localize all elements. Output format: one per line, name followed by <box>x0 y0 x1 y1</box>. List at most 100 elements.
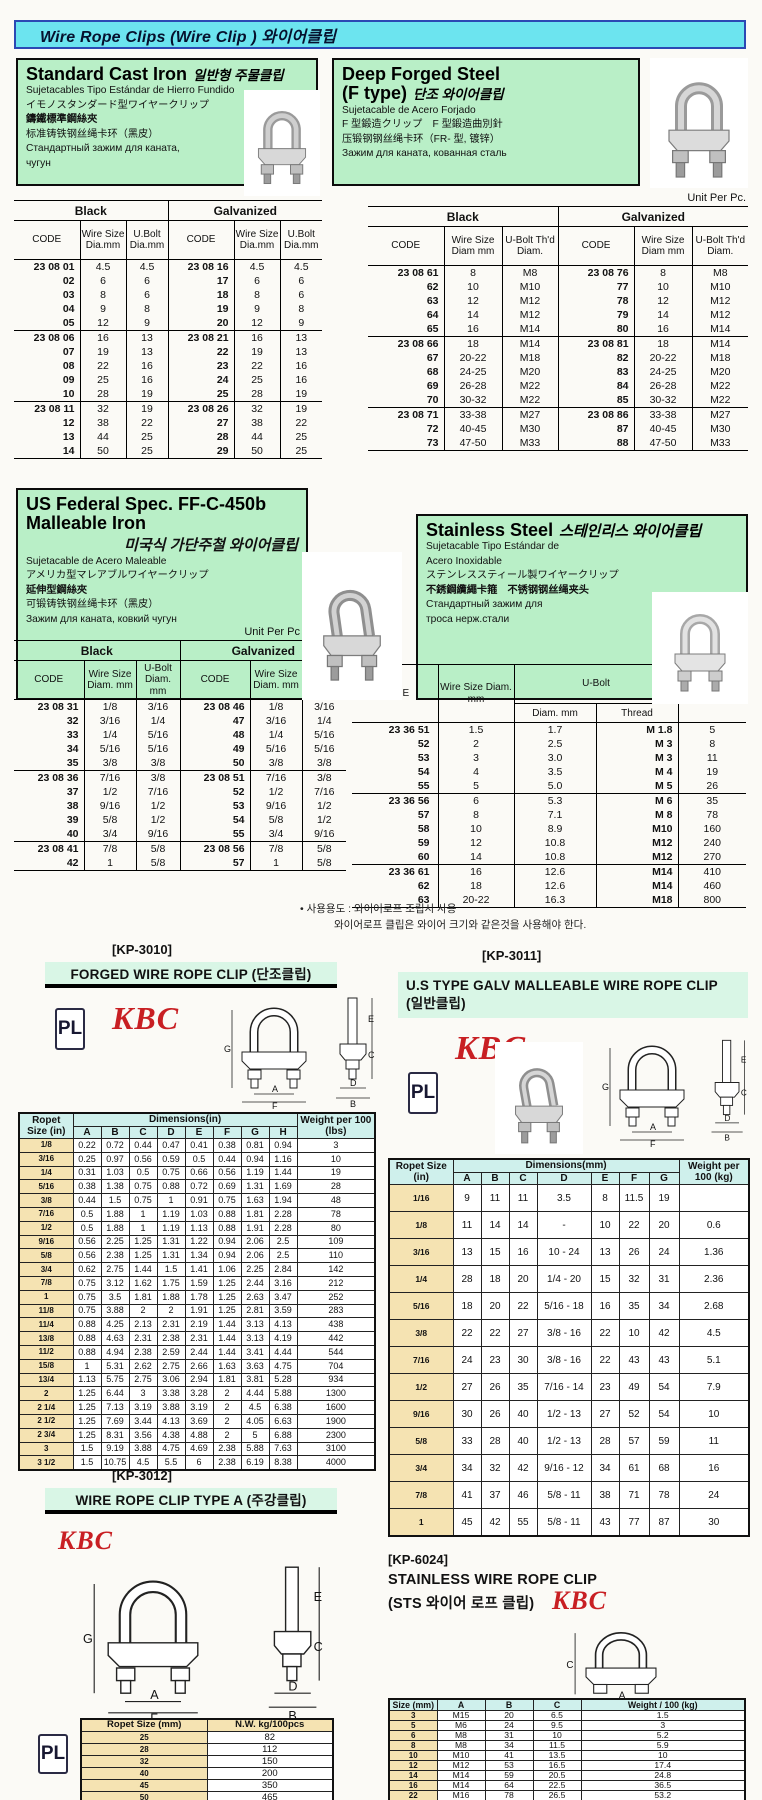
table-cell: 1.31 <box>156 1234 186 1250</box>
table-cell: 22 <box>167 345 235 359</box>
table-row: 65 16 M14 80 16 M14 <box>368 322 749 337</box>
table-cell: 27 <box>167 416 235 430</box>
section-line: Sujetacable de Acero Maleable <box>26 555 167 567</box>
table-cell: 13 <box>590 1238 620 1266</box>
table-cell: 24 <box>678 1481 750 1509</box>
table-cell: 13/8 <box>18 1331 74 1346</box>
dim-label: D <box>350 1078 357 1088</box>
table-cell: 3/16 <box>83 714 136 728</box>
table-cell: 22 <box>508 1292 538 1320</box>
table-cell: 3/8 <box>301 770 347 785</box>
table-cell: 16 <box>125 373 169 387</box>
table-cell: 19 <box>296 1165 376 1181</box>
table-cell: 1.16 <box>268 1151 298 1167</box>
table-cell: 6 <box>388 1730 438 1742</box>
table-cell: 2.84 <box>268 1262 298 1277</box>
table-row: 23 08 41 7/8 5/8 23 08 56 7/8 5/8 <box>14 841 347 856</box>
col-header: Weight / 100 (kg) <box>580 1698 746 1712</box>
table-cell: 32 <box>618 1265 650 1293</box>
table-cell: 8.9 <box>513 822 596 836</box>
table-cell: M 6 <box>595 793 679 808</box>
table-row: 13/8 0.88 4.63 2.31 2.38 2.31 1.44 3.13 4.19 442 <box>18 1331 376 1346</box>
page-title: Wire Rope Clips (Wire Clip ) 와이어클립 <box>40 28 337 46</box>
table-cell: 71 <box>618 1481 650 1509</box>
table-row: 1/4 28 18 20 1/4 - 20 15 32 31 2.36 <box>388 1265 750 1293</box>
table-cell: 16 <box>508 1238 538 1266</box>
table-cell: 0.47 <box>156 1138 186 1153</box>
table-cell: 3/8 - 16 <box>536 1319 592 1347</box>
table-cell: 442 <box>296 1331 376 1346</box>
table-cell: 7/16 <box>301 785 347 799</box>
kp6024-size-table: Size (mm) A B C Weight / 100 (kg) 3 M15 20… <box>388 1698 746 1800</box>
table-cell: 2.25 <box>240 1262 270 1277</box>
table-cell: 13 <box>125 345 169 359</box>
table-cell: 1.03 <box>100 1165 130 1181</box>
table-cell: 2.38 <box>100 1248 130 1264</box>
dim-col: F <box>212 1125 242 1139</box>
table-cell: 5/8 <box>301 856 347 871</box>
col-header-ubolt: U-Bolt <box>513 664 679 704</box>
dim-label: E <box>368 1014 374 1024</box>
kp3011-front-drawing: G A F <box>600 1022 704 1154</box>
table-cell: 53.2 <box>580 1790 746 1800</box>
table-cell: 39 <box>66 814 79 826</box>
table-cell: 0.94 <box>212 1248 242 1264</box>
section-line: 鑄鐵標準鋼絲夾 <box>26 114 98 126</box>
table-cell: 50 <box>233 444 281 459</box>
section-title: US Federal Spec. FF-C-450b <box>26 494 267 514</box>
table-cell: 34 <box>452 1454 482 1482</box>
table-cell: 16 <box>233 330 281 345</box>
clip-photo-malleable <box>302 552 402 700</box>
table-cell: 67 <box>426 352 439 364</box>
table-cell: 25 <box>167 387 235 402</box>
clip-front-drawing: G A F <box>224 1007 307 1110</box>
table-row: 2 1/4 1.25 7.13 3.19 3.88 3.19 2 4.5 6.38 1600 <box>18 1400 376 1415</box>
table-cell: 1.44 <box>128 1262 158 1277</box>
table-cell: 9/16 <box>135 827 181 842</box>
table-cell: 7/16 <box>135 785 181 799</box>
table-cell: 2.38 <box>212 1455 242 1471</box>
table-cell: 28 <box>79 387 126 402</box>
table-row: 62 10 M10 77 10 M10 <box>368 280 749 294</box>
table-cell: 14 <box>62 445 75 457</box>
table-cell: 13 <box>279 330 323 345</box>
table-cell: 1/4 <box>388 1265 454 1293</box>
table-cell: 4.05 <box>240 1413 270 1429</box>
table-cell: 3/8 <box>18 1193 74 1208</box>
section-line: Sujetacable Tipo Estándar de <box>426 541 560 553</box>
kp6024-title-2: (STS 와이어 로프 클립) <box>388 1596 535 1612</box>
table-row: 3/4 34 32 42 9/16 - 12 34 61 68 16 <box>388 1454 750 1482</box>
table-cell: 1/2 <box>249 785 303 799</box>
table-cell: 1.44 <box>212 1331 242 1346</box>
kp3011-side-drawing: E C D B <box>706 1022 750 1154</box>
table-cell: 3.88 <box>156 1400 186 1415</box>
table-cell: 23 36 56 <box>352 793 438 808</box>
table-cell: 9.19 <box>100 1441 130 1457</box>
table-cell: 9/16 <box>249 799 303 813</box>
table-cell: M8 <box>436 1740 486 1752</box>
table-cell: 0.56 <box>212 1165 242 1181</box>
dim-label: F <box>650 1139 656 1149</box>
table-cell: 1.88 <box>100 1220 130 1236</box>
kbc-logo: KBC <box>552 1586 608 1615</box>
table-row: 23 08 36 7/16 3/8 23 08 51 7/16 3/8 <box>14 770 347 785</box>
standard-table-wrap: Black Galvanized CODE Wire Size Dia.mm U… <box>14 200 323 459</box>
section-title-ko: 미국식 가단주철 와이어클립 <box>124 536 298 554</box>
table-cell: 22 <box>79 359 126 373</box>
table-cell: 0.81 <box>240 1138 270 1153</box>
table-row: 57 8 7.1 M 8 78 <box>352 808 747 822</box>
table-cell: 10 <box>678 1400 750 1428</box>
table-cell: 2.19 <box>184 1317 214 1333</box>
table-cell: 6 <box>184 1455 214 1471</box>
table-cell: M22 <box>501 393 559 408</box>
table-cell: 4.13 <box>268 1317 298 1333</box>
table-cell: 8 <box>443 265 502 280</box>
table-cell: 3/16 <box>249 714 303 728</box>
table-cell: 5/8 <box>388 1427 454 1455</box>
table-cell: 20.5 <box>532 1770 582 1782</box>
table-cell: 8.38 <box>268 1455 298 1471</box>
table-row: 5 M6 24 9.5 3 <box>388 1720 746 1732</box>
table-cell: 1 <box>128 1220 158 1236</box>
section-line: Sujetacable de Acero Forjado <box>342 104 476 116</box>
table-cell: 40 <box>508 1427 538 1455</box>
